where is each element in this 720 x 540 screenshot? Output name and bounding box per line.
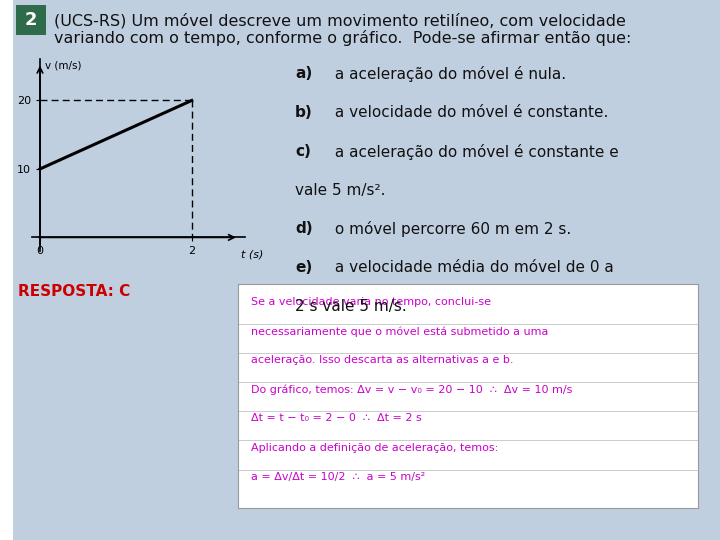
Text: a velocidade média do móvel de 0 a: a velocidade média do móvel de 0 a bbox=[330, 260, 613, 275]
Text: 2: 2 bbox=[24, 11, 37, 29]
Text: o móvel percorre 60 m em 2 s.: o móvel percorre 60 m em 2 s. bbox=[330, 221, 571, 238]
Text: t (s): t (s) bbox=[241, 249, 264, 260]
Text: a aceleração do móvel é constante e: a aceleração do móvel é constante e bbox=[330, 144, 618, 160]
Text: aceleração. Isso descarta as alternativas a e b.: aceleração. Isso descarta as alternativa… bbox=[251, 355, 514, 365]
Text: 2 s vale 5 m/s.: 2 s vale 5 m/s. bbox=[295, 299, 407, 314]
Text: Do gráfico, temos: Δv = v − v₀ = 20 − 10  ∴  Δv = 10 m/s: Do gráfico, temos: Δv = v − v₀ = 20 − 10… bbox=[251, 384, 573, 395]
Text: (UCS-RS) Um móvel descreve um movimento retilíneo, com velocidade: (UCS-RS) Um móvel descreve um movimento … bbox=[54, 14, 626, 29]
Text: Aplicando a definição de aceleração, temos:: Aplicando a definição de aceleração, tem… bbox=[251, 443, 499, 453]
Text: a velocidade do móvel é constante.: a velocidade do móvel é constante. bbox=[330, 105, 608, 120]
Text: a = Δv/Δt = 10/2  ∴  a = 5 m/s²: a = Δv/Δt = 10/2 ∴ a = 5 m/s² bbox=[251, 472, 426, 482]
Text: Se a velocidade varia no tempo, conclui-se: Se a velocidade varia no tempo, conclui-… bbox=[251, 297, 492, 307]
Text: e): e) bbox=[295, 260, 312, 275]
Text: v (m/s): v (m/s) bbox=[45, 61, 81, 71]
Text: c): c) bbox=[295, 144, 311, 159]
Text: variando com o tempo, conforme o gráfico.  Pode-se afirmar então que:: variando com o tempo, conforme o gráfico… bbox=[54, 30, 631, 46]
Text: a): a) bbox=[295, 66, 312, 81]
Text: RESPOSTA: C: RESPOSTA: C bbox=[18, 284, 130, 299]
Text: d): d) bbox=[295, 221, 312, 237]
Text: b): b) bbox=[295, 105, 313, 120]
Text: vale 5 m/s².: vale 5 m/s². bbox=[295, 183, 386, 198]
Text: a aceleração do móvel é nula.: a aceleração do móvel é nula. bbox=[330, 66, 566, 82]
Text: Δt = t − t₀ = 2 − 0  ∴  Δt = 2 s: Δt = t − t₀ = 2 − 0 ∴ Δt = 2 s bbox=[251, 414, 422, 423]
Text: necessariamente que o móvel está submetido a uma: necessariamente que o móvel está submeti… bbox=[251, 326, 549, 336]
